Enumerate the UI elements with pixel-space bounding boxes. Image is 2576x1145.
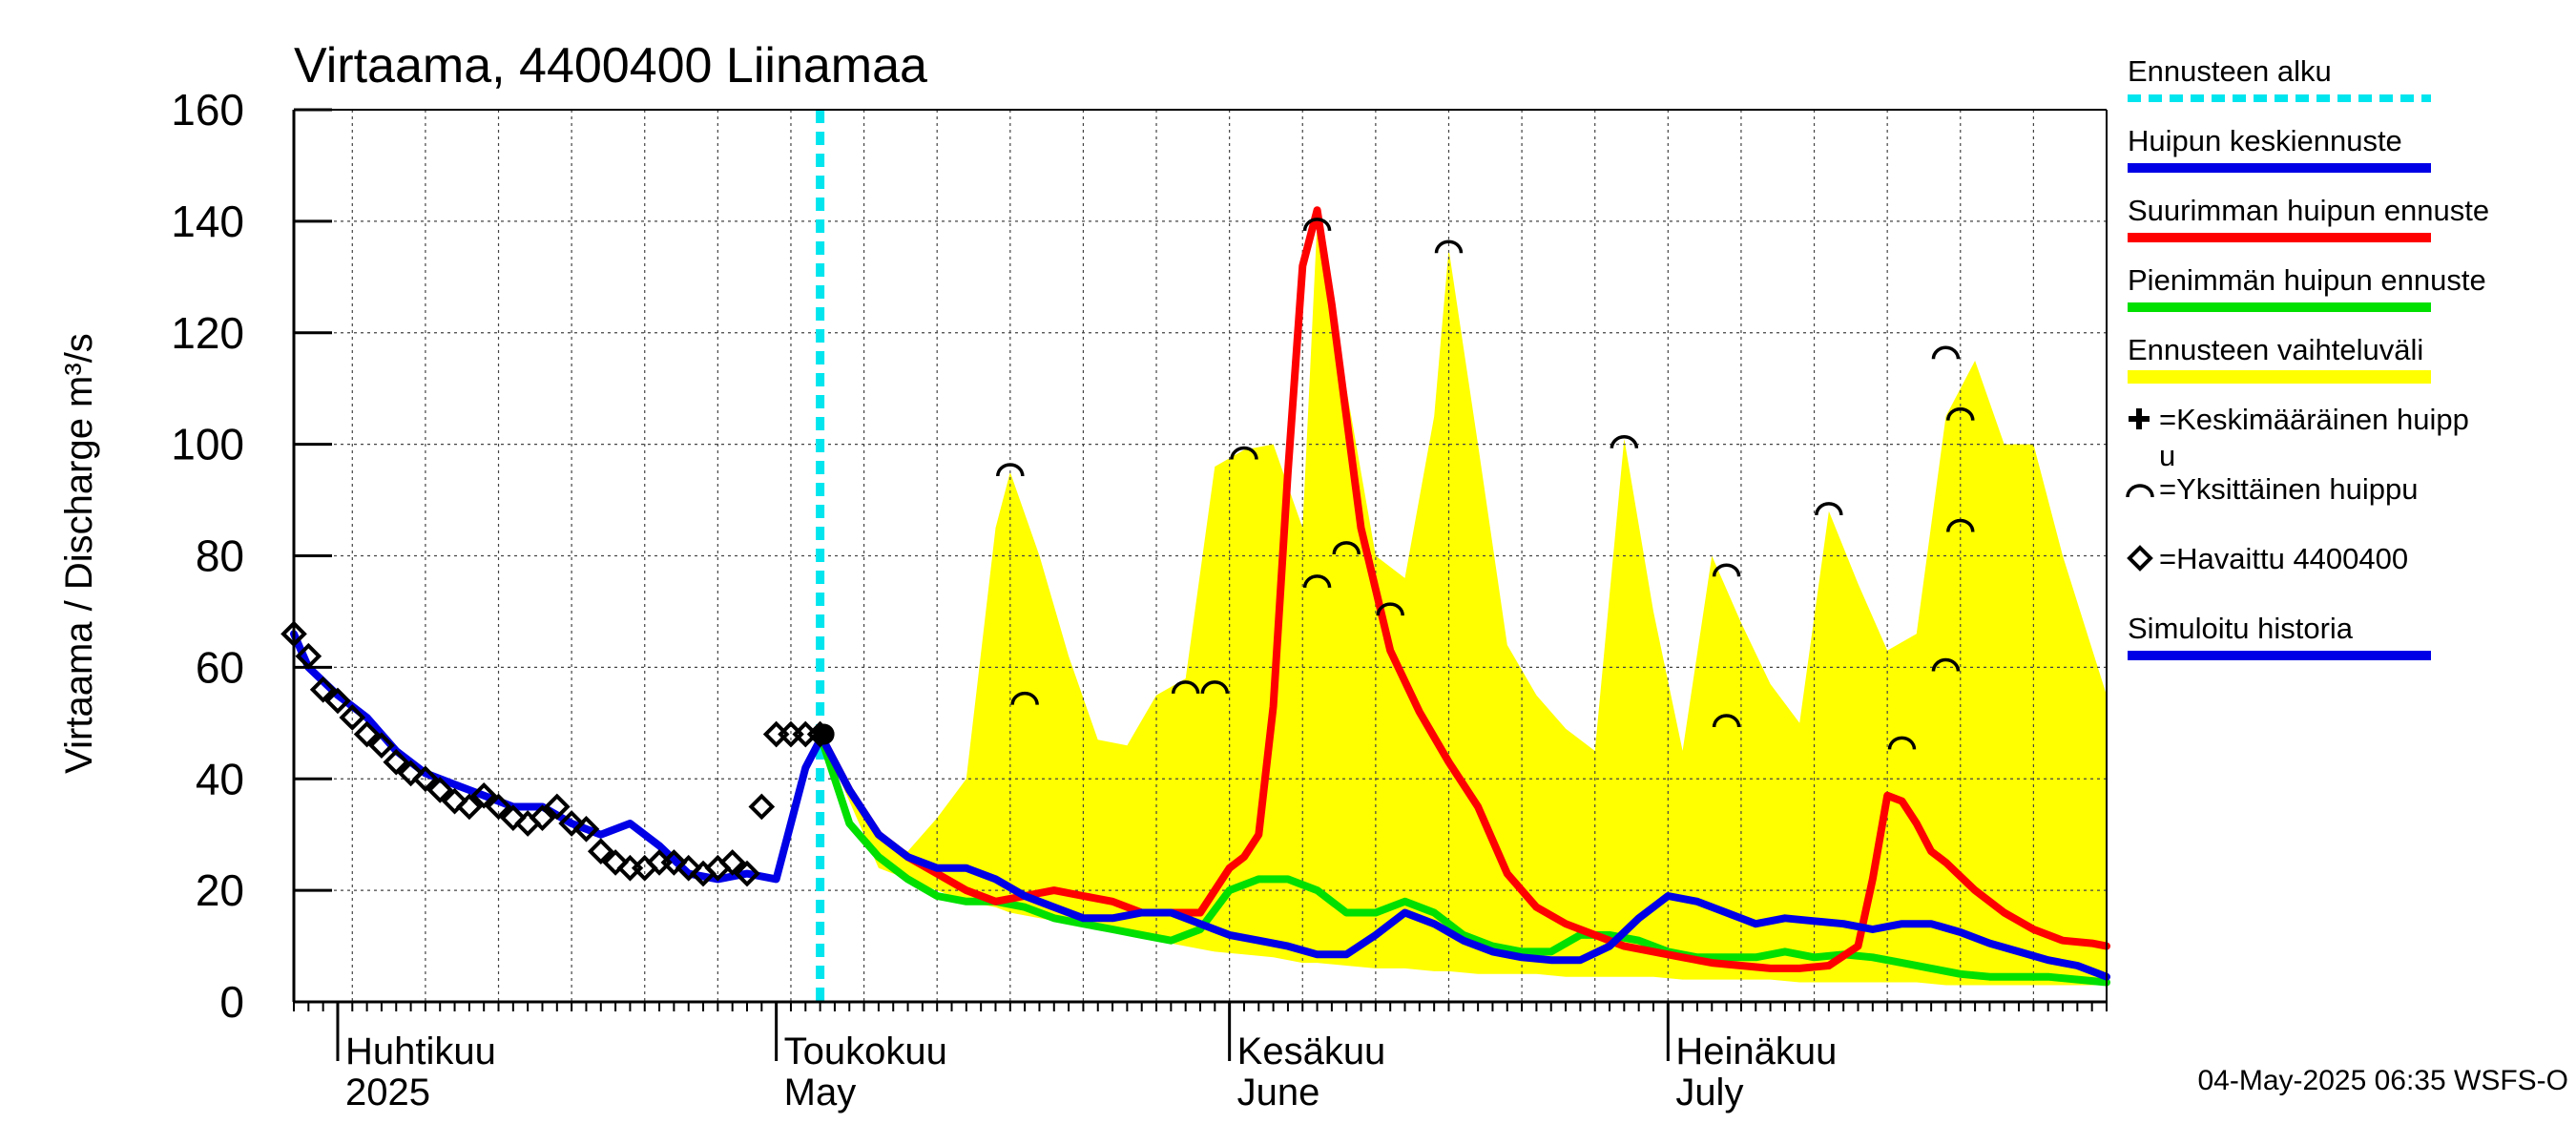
observed-point <box>543 793 571 821</box>
peak-marker <box>1946 518 1975 532</box>
legend-label: Pienimmän huipun ennuste <box>2128 263 2486 297</box>
peak-marker <box>996 463 1025 477</box>
month-sublabel: June <box>1237 1072 1320 1114</box>
observed-point <box>660 849 688 876</box>
peak-marker <box>1171 680 1200 695</box>
y-tick-label: 0 <box>219 977 244 1027</box>
chart-title: Virtaama, 4400400 Liinamaa <box>294 38 927 94</box>
peak-marker <box>1332 541 1361 554</box>
peak-marker <box>1434 239 1464 254</box>
observed-point <box>485 793 512 821</box>
observed-point <box>675 854 702 882</box>
observed-point <box>412 765 439 793</box>
legend-swatch <box>2129 408 2150 429</box>
y-tick-label: 20 <box>196 865 244 915</box>
observed-point <box>397 760 425 787</box>
peak-marker <box>1376 602 1404 616</box>
min-forecast-line <box>816 730 2110 987</box>
forecast-range-band-layer <box>820 220 2107 986</box>
legend-label: =Havaittu 4400400 <box>2159 542 2408 575</box>
observed-point <box>441 787 468 815</box>
y-tick-label: 80 <box>196 531 244 581</box>
observed-last-point <box>813 723 835 745</box>
observed-point <box>324 687 351 715</box>
peak-marker <box>1302 574 1332 589</box>
peak-marker <box>1712 714 1741 728</box>
observed-point <box>792 720 820 748</box>
peak-marker <box>1815 502 1843 516</box>
legend-label: =Keskimääräinen huipp <box>2159 403 2469 436</box>
peak-marker <box>1302 218 1332 232</box>
observed-point <box>572 816 600 843</box>
observed-point <box>500 804 527 831</box>
month-label: Kesäkuu <box>1237 1030 1386 1072</box>
observed-point <box>587 838 614 865</box>
observed-point <box>470 781 498 809</box>
month-sublabel: May <box>784 1072 857 1114</box>
observed-point <box>383 748 410 776</box>
peak-marker <box>1010 691 1039 705</box>
y-tick-label: 60 <box>196 642 244 692</box>
observed-point <box>748 793 776 821</box>
y-axis-label: Virtaama / Discharge m³/s <box>58 333 100 774</box>
legend-swatch <box>2127 545 2153 572</box>
peak-marker <box>1610 435 1639 448</box>
peak-marker <box>1200 680 1230 695</box>
observed-point <box>368 732 395 760</box>
footer-timestamp: 04-May-2025 06:35 WSFS-O <box>2198 1065 2569 1096</box>
observed-point <box>309 676 337 703</box>
y-tick-label: 40 <box>196 754 244 803</box>
observed-point <box>339 704 366 731</box>
max-forecast-line <box>816 206 2110 972</box>
observed-point <box>734 860 760 887</box>
observed-point <box>718 849 746 876</box>
month-label: Huhtikuu <box>345 1030 496 1072</box>
observed-point <box>762 720 790 748</box>
y-tick-label: 100 <box>171 420 244 469</box>
y-tick-label: 160 <box>171 85 244 135</box>
y-tick-label: 140 <box>171 197 244 246</box>
peak-marker <box>1712 563 1741 577</box>
month-sublabel: July <box>1675 1072 1743 1114</box>
observed-point <box>456 793 483 821</box>
simulated-history-line <box>290 630 824 884</box>
month-sublabel: 2025 <box>345 1072 430 1114</box>
legend-label: Ennusteen vaihteluväli <box>2128 333 2423 366</box>
peak-marker <box>1946 406 1975 421</box>
legend-swatch <box>2126 484 2154 498</box>
peak-marker <box>1931 345 1961 360</box>
observed-point <box>602 849 629 876</box>
legend-label: Simuloitu historia <box>2128 612 2354 645</box>
month-label: Heinäkuu <box>1675 1030 1837 1072</box>
legend-label: =Yksittäinen huippu <box>2159 472 2418 506</box>
mean-forecast-line <box>816 730 2110 981</box>
observed-point <box>426 777 454 803</box>
peak-marker <box>1230 446 1258 460</box>
legend-label: Huipun keskiennuste <box>2128 124 2402 157</box>
legend-label: Ennusteen alku <box>2128 54 2332 88</box>
month-label: Toukokuu <box>784 1030 947 1072</box>
observed-point <box>558 810 585 837</box>
y-tick-label: 120 <box>171 308 244 358</box>
peak-marker <box>1931 657 1961 672</box>
legend: Ennusteen alku Huipun keskiennuste Suurimm… <box>2126 54 2489 660</box>
legend-label-cont: u <box>2159 439 2175 472</box>
legend-label: Suurimman huipun ennuste <box>2128 194 2489 227</box>
forecast-range-band <box>820 220 2107 986</box>
observed-point <box>353 720 381 748</box>
peak-marker <box>1887 736 1917 750</box>
observed-point <box>529 804 556 831</box>
legend-swatch <box>2128 370 2431 384</box>
